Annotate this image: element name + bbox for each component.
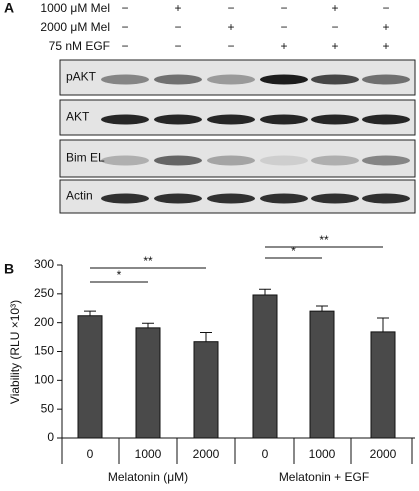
error-bar [377, 317, 389, 332]
panel-label: B [4, 261, 14, 277]
bar [193, 341, 219, 439]
blot-band [260, 74, 308, 85]
blot-band [154, 155, 202, 166]
x-tick-label: 0 [262, 447, 269, 461]
x-tick-label: 1000 [309, 447, 336, 461]
group-label: Melatonin + EGF [279, 470, 369, 484]
blot-band [207, 74, 255, 85]
bar [309, 310, 335, 439]
blot-band [260, 155, 308, 166]
treatment-sign: + [382, 39, 389, 53]
significance-label: * [117, 268, 122, 282]
blot-band [362, 155, 410, 166]
blot-band [101, 74, 149, 85]
y-tick-label: 250 [34, 286, 54, 300]
treatment-label: 1000 μM Mel [40, 1, 110, 15]
x-tick-label: 0 [87, 447, 94, 461]
blot-band [311, 114, 359, 125]
x-tick-label: 2000 [193, 447, 220, 461]
blot-band [154, 193, 202, 204]
treatment-sign: + [174, 1, 181, 15]
significance-label: * [291, 244, 296, 258]
treatment-label: 2000 μM Mel [40, 20, 110, 34]
blot-band [101, 114, 149, 125]
blot-band [260, 114, 308, 125]
error-bar [142, 322, 154, 328]
blot-band [260, 193, 308, 204]
x-tick-label: 1000 [135, 447, 162, 461]
treatment-sign: − [121, 20, 128, 34]
row-label: AKT [66, 110, 90, 124]
x-tick-label: 2000 [370, 447, 397, 461]
blot-band [311, 193, 359, 204]
treatment-sign: + [382, 20, 389, 34]
y-tick-label: 0 [47, 430, 54, 444]
blot-band [362, 114, 410, 125]
bar [135, 327, 161, 439]
error-bar [316, 305, 328, 312]
blot-band [362, 74, 410, 85]
y-axis-label: Viability (RLU ×10³) [8, 300, 22, 404]
bar [77, 315, 103, 439]
bar [370, 331, 396, 439]
treatment-sign: − [280, 1, 287, 15]
y-tick-label: 300 [34, 257, 54, 271]
blot-band [362, 193, 410, 204]
row-label: Actin [66, 189, 93, 203]
treatment-sign: − [121, 1, 128, 15]
blot-panel [59, 139, 416, 178]
blot-band [101, 155, 149, 166]
treatment-sign: + [227, 20, 234, 34]
bar [252, 294, 278, 439]
treatment-sign: + [280, 39, 287, 53]
group-label: Melatonin (μM) [108, 470, 188, 484]
blot-band [207, 193, 255, 204]
treatment-sign: + [331, 39, 338, 53]
treatment-sign: − [227, 1, 234, 15]
treatment-sign: − [280, 20, 287, 34]
treatment-label: 75 nM EGF [49, 39, 110, 53]
error-bar [84, 310, 96, 316]
treatment-sign: − [121, 39, 128, 53]
blot-band [207, 114, 255, 125]
treatment-sign: − [174, 39, 181, 53]
panel-label: A [4, 0, 14, 16]
row-label: pAKT [66, 70, 97, 84]
error-bar [259, 288, 271, 295]
error-bar [200, 331, 212, 342]
y-tick-label: 150 [34, 344, 54, 358]
treatment-sign: − [331, 20, 338, 34]
blot-band [311, 74, 359, 85]
treatment-sign: + [331, 1, 338, 15]
row-label: Bim EL [66, 151, 105, 165]
blot-band [311, 155, 359, 166]
blot-band [154, 114, 202, 125]
blot-band [154, 74, 202, 85]
significance-label: ** [143, 254, 153, 268]
y-tick-label: 100 [34, 373, 54, 387]
blot-band [207, 155, 255, 166]
blot-band [101, 193, 149, 204]
y-tick-label: 50 [41, 401, 55, 415]
significance-label: ** [319, 233, 329, 247]
y-tick-label: 200 [34, 315, 54, 329]
treatment-sign: − [174, 20, 181, 34]
treatment-sign: − [382, 1, 389, 15]
treatment-sign: − [227, 39, 234, 53]
